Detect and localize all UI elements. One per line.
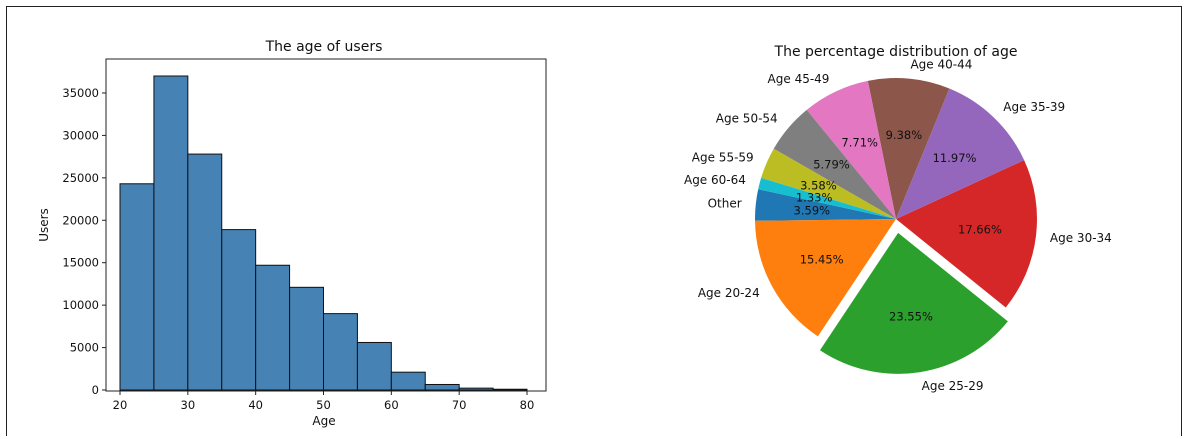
pie-wedge (896, 88, 1025, 219)
y-tick-label: 25000 (62, 171, 99, 185)
pie-percent-label: 15.45% (800, 252, 844, 266)
pie-percent-label: 17.66% (958, 222, 1002, 236)
pie-slice-label: Age 45-49 (768, 72, 830, 86)
pie-wedge (773, 109, 896, 219)
histogram-plot-frame (105, 58, 547, 392)
pie-wedge (758, 177, 896, 219)
histogram-bar (356, 341, 392, 391)
x-tick-label: 80 (520, 398, 535, 412)
pie-wedge (819, 232, 1008, 374)
pie-chart: The percentage distribution of age 3.59%… (684, 44, 1112, 393)
histogram-title: The age of users (265, 39, 383, 55)
pie-title: The percentage distribution of age (774, 44, 1018, 60)
x-tick-label: 70 (452, 398, 467, 412)
y-tick-label: 5000 (70, 341, 99, 355)
y-tick-label: 35000 (62, 86, 99, 100)
y-tick-label: 30000 (62, 128, 99, 142)
pie-percent-label: 5.79% (813, 157, 850, 171)
histogram-x-axis-label: Age (312, 414, 335, 428)
histogram-bar (119, 183, 155, 391)
y-tick-label: 20000 (62, 213, 99, 227)
histogram-bars (119, 75, 528, 391)
pie-wedge (867, 77, 950, 219)
pie-percent-label: 9.38% (886, 128, 923, 142)
pie-slice-label: Age 25-29 (922, 379, 984, 393)
y-tick-label: 15000 (62, 256, 99, 270)
histogram-bar (187, 153, 223, 391)
pie-slice-label: Age 50-54 (716, 112, 778, 126)
pie-wedges (755, 77, 1037, 374)
pie-slice-label: Age 60-64 (684, 173, 746, 187)
histogram-x-ticks: 20 30 40 50 60 70 80 (113, 391, 535, 412)
histogram-bar (492, 388, 528, 391)
histogram-bar (289, 286, 325, 391)
pie-percent-label: 3.58% (800, 178, 837, 192)
x-tick-label: 60 (384, 398, 399, 412)
pie-percent-label: 3.59% (794, 204, 831, 218)
x-tick-label: 50 (316, 398, 331, 412)
histogram-bar (323, 313, 358, 391)
pie-slice-label: Age 55-59 (692, 150, 754, 164)
histogram-y-axis-label: Users (37, 208, 51, 242)
pie-percent-label: 23.55% (889, 309, 933, 323)
figure-frame (6, 6, 1182, 436)
pie-slice-labels: Other Age 20-24 Age 25-29 Age 30-34 Age 35-3… (684, 58, 1112, 394)
histogram-bar (255, 264, 291, 391)
histogram-bar (424, 383, 460, 391)
pie-wedge (755, 189, 896, 221)
pie-slice-label: Age 30-34 (1050, 231, 1112, 245)
pie-wedge (896, 160, 1037, 308)
pie-wedge (761, 148, 896, 219)
histogram-y-ticks: 0 5000 10000 15000 20000 25000 30000 35000 (62, 86, 106, 397)
histogram-bar (390, 371, 426, 391)
y-tick-label: 10000 (62, 298, 99, 312)
x-tick-label: 30 (181, 398, 196, 412)
pie-slice-label: Age 20-24 (698, 286, 760, 300)
histogram-bar (221, 229, 257, 391)
pie-slice-label: Other (708, 196, 742, 210)
pie-percent-labels: 3.59% 15.45% 23.55% 17.66% 11.97% 9.38% 7.71% 5… (794, 128, 1002, 324)
histogram-bar (153, 75, 189, 391)
histogram-chart: The age of users 20 30 40 50 60 70 80 0 5000 100… (37, 39, 547, 428)
pie-slice-label: Age 40-44 (910, 58, 972, 72)
pie-percent-label: 11.97% (933, 151, 977, 165)
x-tick-label: 20 (113, 398, 128, 412)
pie-wedge (755, 219, 896, 337)
pie-percent-label: 1.33% (796, 191, 833, 205)
x-tick-label: 40 (248, 398, 263, 412)
pie-wedge (806, 80, 896, 219)
pie-percent-label: 7.71% (841, 136, 878, 150)
y-tick-label: 0 (92, 383, 99, 397)
histogram-bar (458, 387, 494, 391)
pie-slice-label: Age 35-39 (1003, 100, 1065, 114)
